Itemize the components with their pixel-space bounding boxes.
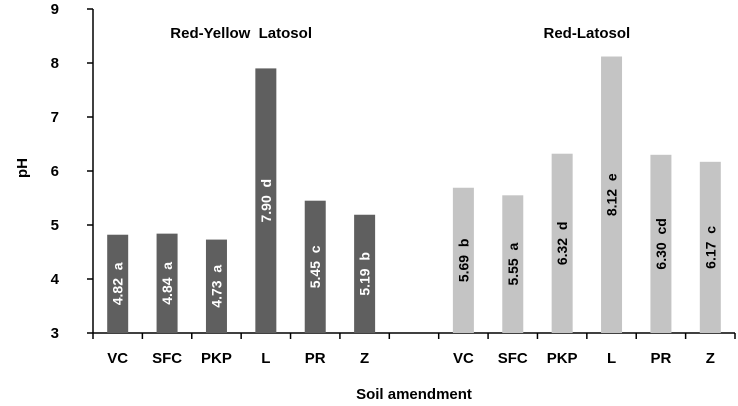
y-tick-label: 8 [51, 55, 59, 72]
x-tick-label: PKP [201, 350, 232, 367]
y-tick-label: 6 [51, 163, 59, 180]
x-tick-label: Z [360, 350, 369, 367]
group-title: Red-Yellow Latosol [170, 25, 312, 42]
x-axis: VC SFC PKP L PR Z VC SFC PKP L PR Z [92, 332, 736, 367]
bar-z [699, 161, 721, 333]
x-tick-label: SFC [498, 350, 528, 367]
y-axis: 3 4 5 6 7 8 9 [51, 1, 94, 342]
bar-pkp [551, 153, 573, 333]
bar-pr [304, 200, 326, 333]
data-label: 5.45 c [307, 245, 323, 288]
bar-vc [107, 234, 129, 333]
x-tick-label: PR [305, 350, 326, 367]
x-tick-label: SFC [152, 350, 182, 367]
data-label: 6.17 c [702, 226, 718, 269]
x-tick-label: Z [706, 350, 715, 367]
y-axis-label: pH [14, 158, 31, 178]
data-label: 5.19 b [357, 252, 373, 296]
bar-pr [650, 154, 672, 333]
data-label: 8.12 e [604, 173, 620, 216]
bar-vc [452, 187, 474, 333]
bar-sfc [156, 233, 178, 333]
y-tick-label: 4 [51, 271, 60, 288]
data-label: 6.30 cd [653, 218, 669, 269]
y-tick-label: 7 [51, 109, 59, 126]
bars: 4.82 a 4.84 a 4.73 a 7.90 d 5.45 c 5.19 b 5.69… [107, 56, 721, 334]
y-tick-label: 9 [51, 1, 59, 18]
x-tick-label: L [607, 350, 616, 367]
y-tick-label: 3 [51, 325, 59, 342]
data-label: 4.82 a [110, 262, 126, 305]
x-tick-label: VC [453, 350, 474, 367]
x-tick-label: L [261, 350, 270, 367]
data-label: 4.73 a [208, 265, 224, 308]
x-tick-label: PKP [547, 350, 578, 367]
data-label: 7.90 d [258, 179, 274, 223]
data-label: 6.32 d [554, 222, 570, 266]
data-label: 5.69 b [455, 239, 471, 283]
group-titles: Red-Yellow Latosol Red-Latosol [170, 25, 630, 42]
x-axis-label: Soil amendment [356, 386, 472, 403]
bar-z [354, 214, 376, 333]
y-tick-label: 5 [51, 217, 59, 234]
bar-sfc [502, 195, 524, 333]
x-tick-label: PR [651, 350, 672, 367]
data-label: 4.84 a [159, 262, 175, 305]
group-title: Red-Latosol [544, 25, 631, 42]
bar-l [601, 56, 623, 334]
data-label: 5.55 a [505, 243, 521, 286]
bar-l [255, 68, 277, 334]
bar-pkp [205, 239, 227, 333]
x-tick-label: VC [107, 350, 128, 367]
